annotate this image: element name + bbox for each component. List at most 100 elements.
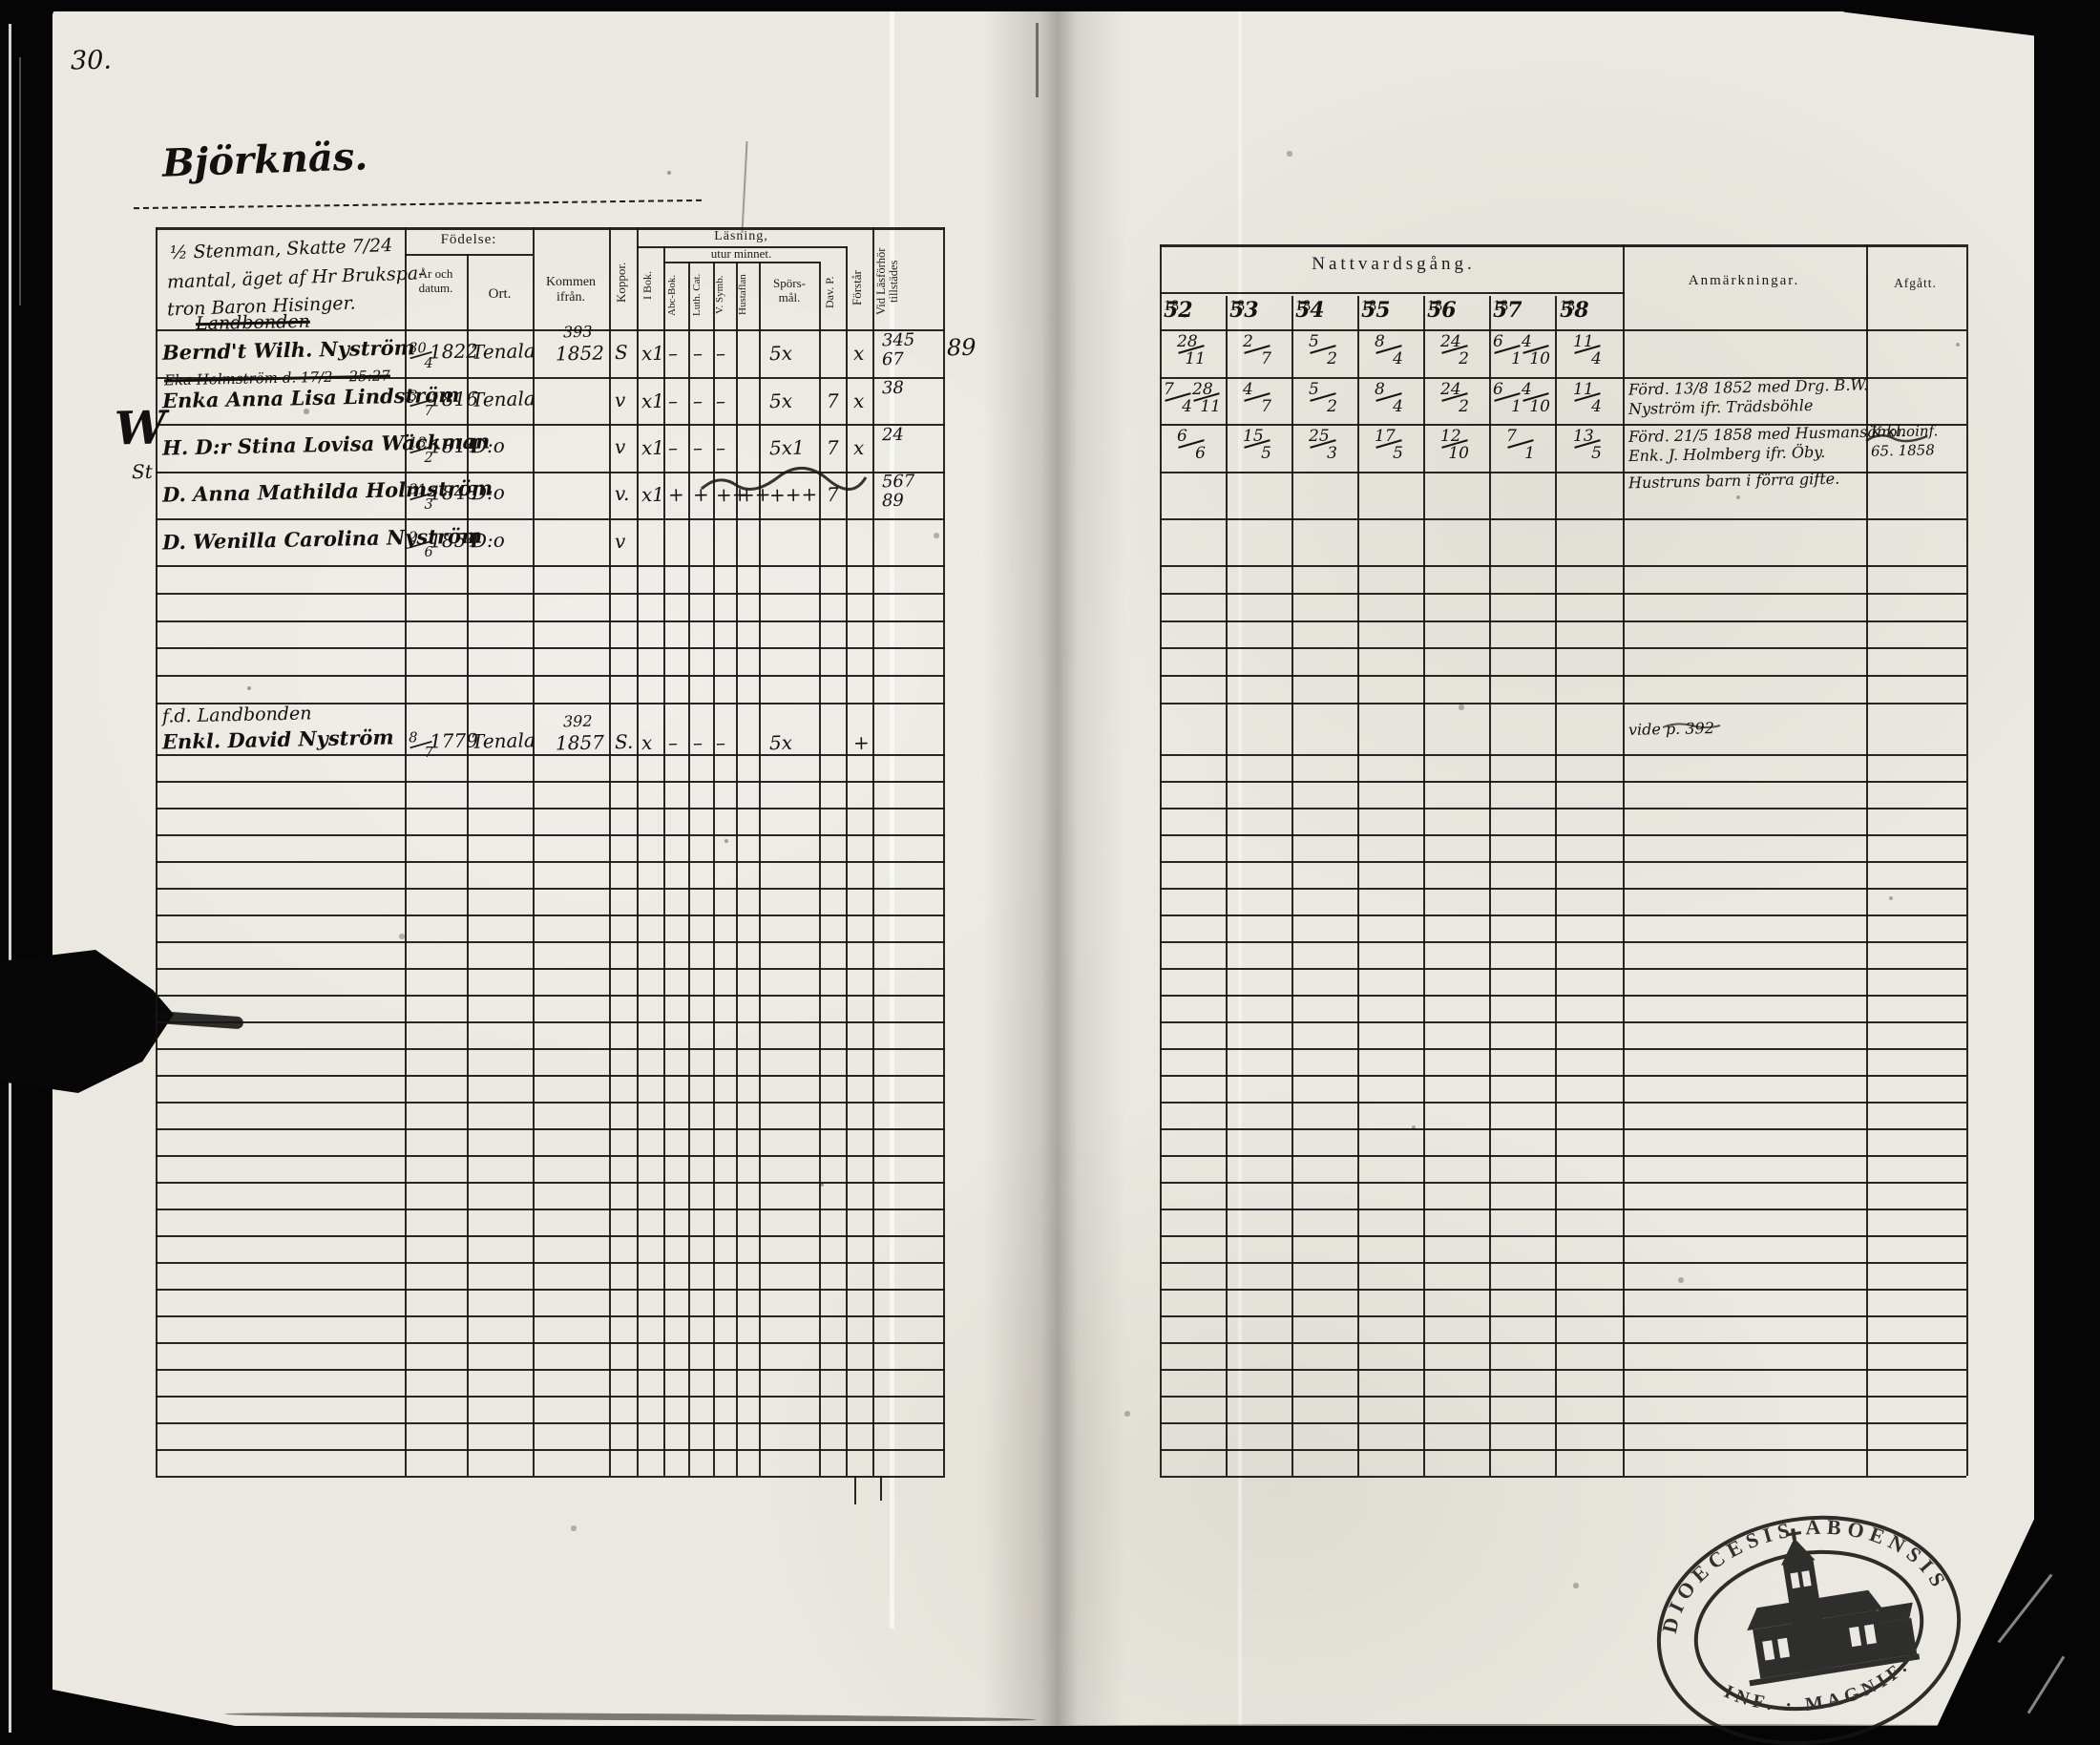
reading-mark-v-symb: – (715, 730, 726, 755)
reading-mark-i-bok: x1 (640, 341, 665, 366)
left-row-line (156, 1048, 945, 1050)
attendance-number: 345 (881, 329, 915, 351)
fodelse-underline (405, 254, 533, 256)
reading-mark-v-symb: – (715, 435, 726, 460)
right-row-line (1160, 1155, 1966, 1157)
fraction-numerator: 4 (1522, 380, 1532, 399)
fraction-denominator: 4 (1182, 397, 1192, 416)
reading-mark-i-bok: x1 (640, 435, 665, 460)
koppor-mark: S (614, 340, 628, 365)
fraction-denominator: 10 (1529, 349, 1550, 368)
fraction-denominator: 4 (424, 355, 433, 372)
fraction-denominator: 3 (1327, 444, 1337, 463)
date-fraction: 28 11 (1177, 332, 1206, 368)
reading-mark-v-symb: – (715, 389, 726, 413)
fraction-numerator: 11 (1573, 380, 1594, 399)
left-row-line (156, 1476, 945, 1478)
right-row-line (1160, 1021, 1966, 1023)
left-table-vertical (637, 227, 639, 1476)
column-header-ar-och-datum: År och datum. (418, 266, 453, 295)
left-row-line (156, 754, 945, 756)
left-row-line (156, 1102, 945, 1104)
reading-mark-forstar: x (852, 341, 865, 366)
column-header-lasning: Läsning, (714, 229, 768, 243)
column-header-sporsmal-line1: Spörs- (773, 276, 806, 290)
right-row-line (1160, 1262, 1966, 1264)
date-fraction: 11 4 (1573, 380, 1602, 416)
fraction-numerator: 30 (409, 340, 427, 357)
fraction-denominator: 5 (1393, 444, 1403, 463)
reading-mark-abc-bok: + (667, 482, 685, 507)
fraction-denominator: 11 (1200, 397, 1221, 416)
ink-scribble (1662, 723, 1721, 728)
fraction-numerator: 24 (1440, 380, 1461, 399)
reading-mark-i-bok: x1 (640, 482, 665, 507)
fraction-denominator: 6 (424, 544, 433, 561)
left-row-line (156, 834, 945, 836)
column-header-fodelse: Födelse: (440, 232, 497, 247)
fraction-numerator: 15 (1243, 427, 1264, 446)
departure-note: 65. 1858 (1870, 441, 1935, 460)
column-header-sporsmal: Spörs-mål. (761, 276, 818, 305)
right-row-line (1160, 1289, 1966, 1291)
utur-minnet-underline (663, 262, 819, 263)
right-row-line (1160, 808, 1966, 809)
date-fraction: 25 3 (1309, 427, 1337, 463)
right-row-line (1160, 565, 1966, 567)
fraction-numerator: 4 (1243, 380, 1253, 399)
margin-letter: W (114, 401, 167, 456)
fraction-numerator: 6 (1493, 380, 1503, 399)
archive-stamp: DIOECESIS ABOENSIS INF. · MAGNIF. (1643, 1508, 1962, 1745)
left-row-line (156, 1315, 945, 1317)
right-row-line (1160, 647, 1966, 649)
left-table-vertical (819, 262, 821, 1476)
year-prefix-printed: 18 (1164, 298, 1179, 314)
attendance-number: 67 (881, 348, 905, 370)
scan-edge-right (2034, 0, 2100, 1745)
page-bottom-shadow (1050, 1724, 2033, 1729)
right-row-line (1160, 968, 1966, 970)
scan-artifact-line (19, 57, 21, 305)
scan-seam (1238, 10, 1242, 1728)
year-prefix-printed: 18 (1361, 298, 1376, 314)
fraction-denominator: 1 (1511, 397, 1522, 416)
left-table-vertical (467, 254, 469, 1476)
column-header-utur-minnet: utur minnet. (710, 246, 772, 261)
reading-mark-v-symb: – (715, 341, 726, 366)
left-row-line (156, 781, 945, 783)
date-fraction: 13 5 (1573, 427, 1602, 463)
left-row-line (156, 329, 945, 331)
left-row-line (156, 1182, 945, 1184)
fraction-denominator: 10 (1529, 397, 1550, 416)
fraction-denominator: 7 (424, 745, 433, 762)
right-row-line (1160, 1182, 1966, 1184)
right-row-line (1160, 861, 1966, 863)
birth-place: D:o (471, 480, 506, 505)
left-table-top-border (156, 227, 945, 230)
reading-mark-luth-cat: + (692, 482, 710, 507)
attendance-number: 567 (881, 471, 915, 493)
fraction-numerator: 13 (409, 434, 427, 452)
column-header-sporsmal-line2: mål. (778, 289, 801, 305)
koppor-mark: v (614, 434, 626, 459)
person-name: Enkl. David Nyström (161, 725, 394, 754)
date-fraction: 28 11 (1192, 380, 1221, 416)
left-row-line (156, 703, 945, 704)
reading-mark-hustaflan: ++ (738, 482, 771, 507)
stamp-church-illustration (1747, 1528, 1921, 1687)
fraction-numerator: 24 (1440, 332, 1461, 351)
stray-stroke (854, 1476, 856, 1504)
fraction-numerator: 13 (1573, 427, 1594, 446)
date-fraction: 17 5 (1375, 427, 1403, 463)
fraction-numerator: 2 (1243, 332, 1253, 351)
reading-mark-abc-bok: – (667, 730, 679, 755)
reading-mark-dav-p: 7 (826, 435, 839, 460)
left-table-vertical (713, 262, 715, 1476)
left-row-line (156, 377, 945, 379)
